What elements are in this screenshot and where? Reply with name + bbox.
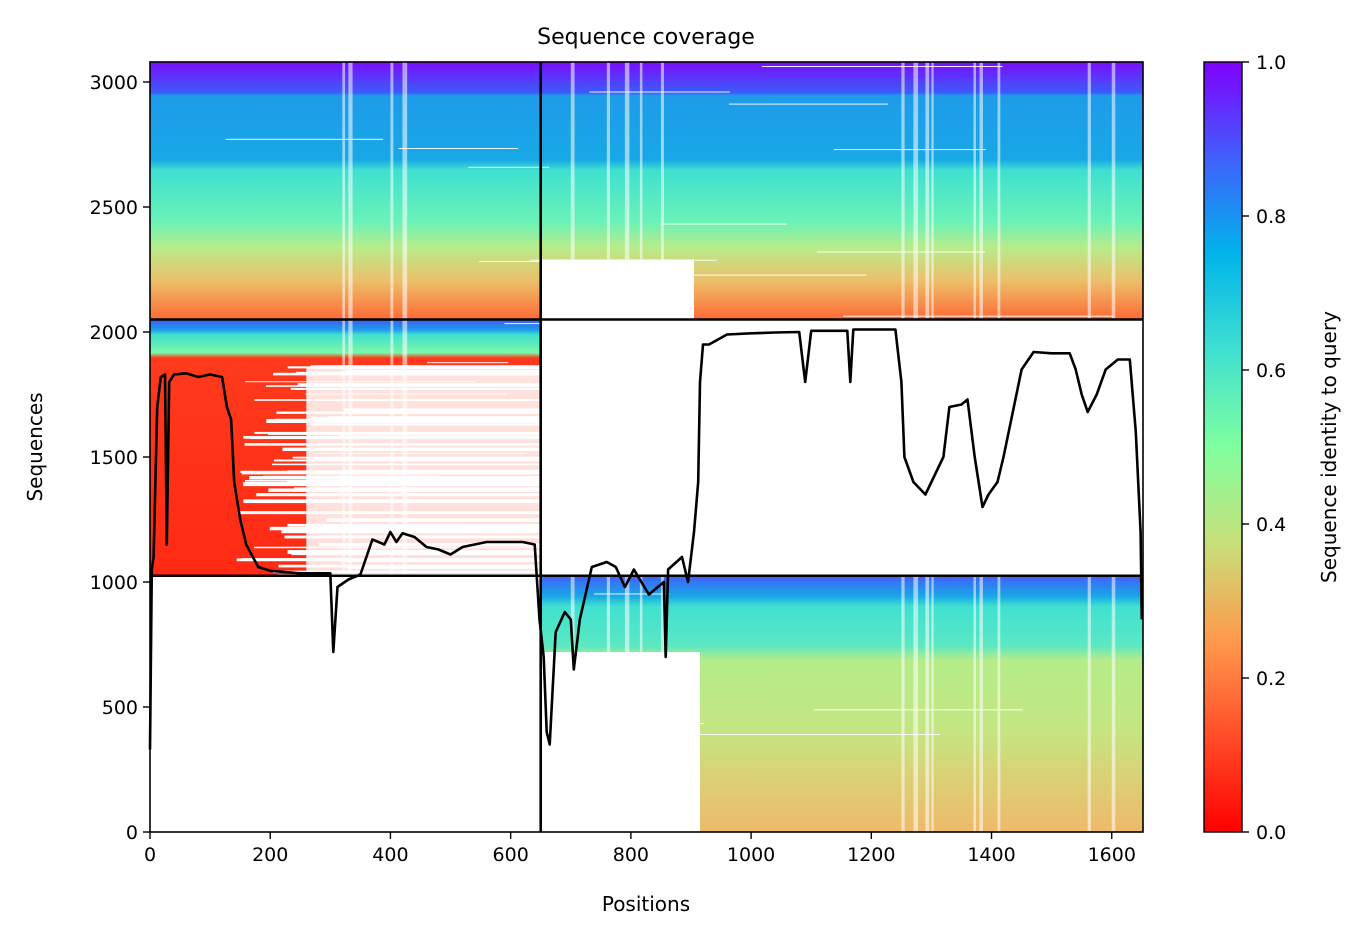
chart-title: Sequence coverage xyxy=(537,25,755,50)
gap xyxy=(833,149,986,151)
y-axis-ticks: 0 500 1000 1500 2000 2500 3000 xyxy=(90,72,150,844)
x-tick-label: 200 xyxy=(252,844,288,866)
gap xyxy=(427,362,509,364)
gap xyxy=(931,62,934,832)
gap xyxy=(639,62,643,832)
y-tick-label: 2000 xyxy=(90,322,138,344)
plot-frame xyxy=(149,61,1144,833)
gap xyxy=(1111,62,1116,832)
gap xyxy=(169,577,245,579)
heatmap-gaps xyxy=(152,62,1116,832)
gap xyxy=(660,223,788,225)
gap xyxy=(540,652,700,832)
heatmap-block xyxy=(150,62,541,320)
y-axis-label: Sequences xyxy=(23,392,47,501)
colorbar-tick-label: 0.2 xyxy=(1256,668,1286,690)
y-tick-label: 2500 xyxy=(90,197,138,219)
gap xyxy=(761,66,1003,68)
gap xyxy=(913,62,919,832)
gap xyxy=(245,381,476,383)
y-tick-label: 500 xyxy=(102,697,138,719)
y-tick-label: 1000 xyxy=(90,572,138,594)
gap xyxy=(593,593,670,595)
gap xyxy=(325,594,511,596)
gap xyxy=(660,62,664,832)
colorbar xyxy=(1203,61,1243,833)
gap xyxy=(596,829,681,831)
gap xyxy=(813,709,1023,711)
gap xyxy=(854,564,1111,566)
gap xyxy=(574,274,867,276)
gap xyxy=(675,734,941,736)
gap xyxy=(342,62,346,832)
gap xyxy=(186,644,332,646)
gap xyxy=(404,619,542,621)
gap xyxy=(589,91,730,93)
gap xyxy=(315,453,527,455)
x-tick-label: 400 xyxy=(372,844,408,866)
x-tick-label: 1000 xyxy=(727,844,775,866)
gap xyxy=(809,393,874,395)
x-tick-label: 600 xyxy=(493,844,529,866)
chain-boundary-lines xyxy=(150,62,1143,832)
gap xyxy=(979,62,983,832)
x-tick-label: 1400 xyxy=(967,844,1015,866)
colorbar-tick-label: 0.4 xyxy=(1256,514,1286,536)
y-tick-label: 3000 xyxy=(90,72,138,94)
gap xyxy=(402,62,408,832)
colorbar-ticks: 0.0 0.2 0.4 0.6 0.8 1.0 xyxy=(1242,52,1286,844)
gap xyxy=(301,765,395,767)
colorbar-tick-label: 0.6 xyxy=(1256,360,1286,382)
gap xyxy=(1087,62,1091,832)
y-tick-label: 1500 xyxy=(90,447,138,469)
y-tick-label: 0 xyxy=(126,822,138,844)
gap xyxy=(422,723,705,725)
x-tick-label: 1200 xyxy=(847,844,895,866)
gap xyxy=(317,566,554,568)
coverage-line xyxy=(148,328,1144,750)
gap xyxy=(305,393,507,395)
colorbar-label: Sequence identity to query xyxy=(1317,311,1341,583)
x-axis-label: Positions xyxy=(602,892,690,916)
colorbar-tick-label: 0.0 xyxy=(1256,822,1286,844)
gap xyxy=(530,259,718,261)
gap xyxy=(390,62,394,832)
gap xyxy=(537,809,665,811)
gap xyxy=(504,323,587,325)
x-tick-label: 1600 xyxy=(1088,844,1136,866)
gap xyxy=(398,148,519,150)
gap xyxy=(468,166,550,168)
gap xyxy=(370,764,535,766)
gap xyxy=(313,365,541,368)
gap xyxy=(551,573,748,575)
gap xyxy=(539,359,613,361)
gap xyxy=(348,62,353,832)
gap xyxy=(540,259,694,320)
x-axis-ticks: 0 200 400 600 800 1000 1200 1400 1600 xyxy=(144,832,1136,866)
colorbar-tick-label: 0.8 xyxy=(1256,206,1286,228)
gap xyxy=(728,103,889,105)
gap xyxy=(225,138,384,140)
gap xyxy=(479,260,673,262)
gap xyxy=(431,736,691,738)
gap xyxy=(997,62,1001,832)
gap xyxy=(262,475,440,477)
x-tick-label: 800 xyxy=(613,844,649,866)
gap xyxy=(431,660,500,662)
gap xyxy=(606,62,611,832)
gap xyxy=(624,62,630,832)
gap xyxy=(816,251,986,253)
gap xyxy=(843,315,1114,317)
x-tick-label: 0 xyxy=(144,844,156,866)
gap xyxy=(152,703,415,705)
colorbar-tick-label: 1.0 xyxy=(1256,52,1286,74)
gap xyxy=(570,62,575,832)
gap xyxy=(925,62,930,832)
